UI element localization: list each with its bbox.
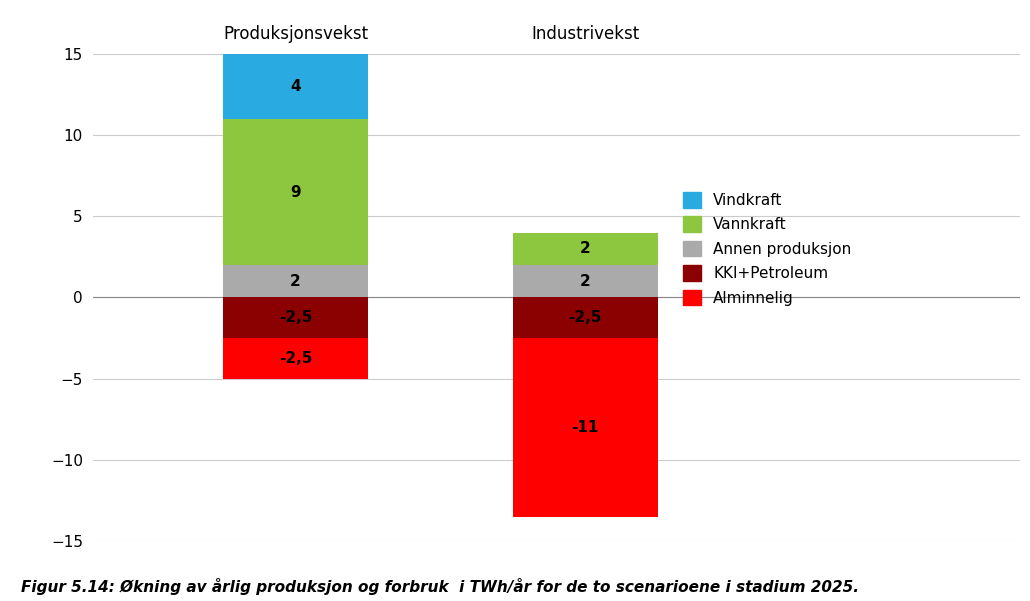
Bar bbox=[224, 119, 368, 265]
Text: 9: 9 bbox=[290, 185, 301, 200]
Text: -2,5: -2,5 bbox=[279, 351, 312, 366]
Bar bbox=[224, 54, 368, 119]
Text: 2: 2 bbox=[290, 274, 301, 288]
Bar bbox=[224, 338, 368, 379]
Text: Industrivekst: Industrivekst bbox=[531, 25, 640, 43]
Bar bbox=[224, 265, 368, 297]
Text: 4: 4 bbox=[290, 79, 301, 94]
Text: Figur 5.14: Økning av årlig produksjon og forbruk  i TWh/år for de to scenarioen: Figur 5.14: Økning av årlig produksjon o… bbox=[21, 578, 859, 595]
Bar bbox=[224, 297, 368, 338]
Text: -2,5: -2,5 bbox=[569, 310, 602, 325]
Legend: Vindkraft, Vannkraft, Annen produksjon, KKI+Petroleum, Alminnelig: Vindkraft, Vannkraft, Annen produksjon, … bbox=[675, 185, 859, 313]
Bar bbox=[513, 297, 657, 338]
Text: 2: 2 bbox=[580, 242, 590, 256]
Bar bbox=[513, 233, 657, 265]
Text: Produksjonsvekst: Produksjonsvekst bbox=[222, 25, 368, 43]
Bar bbox=[513, 338, 657, 517]
Text: -2,5: -2,5 bbox=[279, 310, 312, 325]
Text: -11: -11 bbox=[572, 420, 598, 435]
Bar bbox=[513, 265, 657, 297]
Text: 2: 2 bbox=[580, 274, 590, 288]
